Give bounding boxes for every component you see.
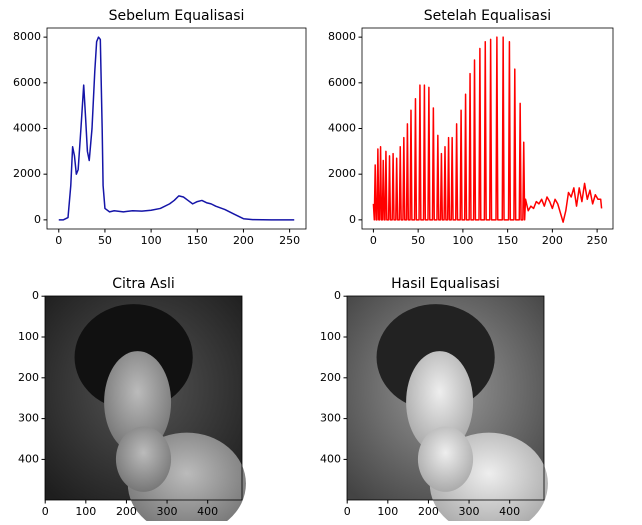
x-tick-label: 0 <box>42 505 49 518</box>
x-tick-label: 200 <box>233 234 254 247</box>
y-tick-label: 400 <box>320 452 341 465</box>
y-tick-label: 300 <box>320 412 341 425</box>
subplot-title: Hasil Equalisasi <box>391 276 500 292</box>
y-tick-label: 200 <box>320 371 341 384</box>
x-tick-label: 200 <box>418 505 439 518</box>
histogram-line <box>58 36 295 221</box>
y-tick-label: 100 <box>18 330 39 343</box>
subplot: Hasil Equalisasi 0 100 200 300 400 0 100 200 300 4… <box>320 276 548 525</box>
y-tick-label: 4000 <box>328 122 356 135</box>
y-tick-label: 4000 <box>13 122 41 135</box>
subplot: Citra Asli 0 100 200 300 400 0 100 200 300 400 <box>18 276 246 525</box>
y-tick-label: 0 <box>349 213 356 226</box>
x-tick-label: 100 <box>75 505 96 518</box>
subplot: Sebelum Equalisasi 0 50 100 150 200 250 0 2000 40… <box>13 8 307 247</box>
y-tick-label: 100 <box>320 330 341 343</box>
x-tick-label: 0 <box>344 505 351 518</box>
x-tick-label: 250 <box>587 234 608 247</box>
x-tick-label: 50 <box>98 234 112 247</box>
axes-frame <box>346 295 545 501</box>
axes-frame <box>44 295 243 501</box>
histogram-line <box>372 36 603 223</box>
image-face <box>104 351 172 454</box>
y-tick-label: 8000 <box>13 30 41 43</box>
y-tick-label: 300 <box>18 412 39 425</box>
subplot-title: Sebelum Equalisasi <box>109 8 245 24</box>
image-face <box>406 351 474 454</box>
x-tick-label: 250 <box>279 234 300 247</box>
x-tick-label: 400 <box>499 505 520 518</box>
image-neck <box>417 426 474 492</box>
x-tick-label: 300 <box>459 505 480 518</box>
y-tick-label: 8000 <box>328 30 356 43</box>
subplot-title: Setelah Equalisasi <box>424 8 551 24</box>
image-neck <box>115 426 172 492</box>
x-tick-label: 300 <box>157 505 178 518</box>
x-tick-label: 150 <box>497 234 518 247</box>
x-tick-label: 150 <box>187 234 208 247</box>
x-tick-label: 100 <box>377 505 398 518</box>
y-tick-label: 2000 <box>328 167 356 180</box>
y-tick-label: 0 <box>34 213 41 226</box>
x-tick-label: 100 <box>141 234 162 247</box>
y-tick-label: 0 <box>334 289 341 302</box>
y-tick-label: 0 <box>32 289 39 302</box>
y-tick-label: 2000 <box>13 167 41 180</box>
x-tick-label: 100 <box>452 234 473 247</box>
y-tick-label: 6000 <box>13 76 41 89</box>
x-tick-label: 200 <box>116 505 137 518</box>
x-tick-label: 0 <box>370 234 377 247</box>
x-tick-label: 200 <box>542 234 563 247</box>
subplot: Setelah Equalisasi 0 50 100 150 200 250 0 2000 40… <box>328 8 614 247</box>
y-tick-label: 6000 <box>328 76 356 89</box>
x-tick-label: 0 <box>55 234 62 247</box>
y-tick-label: 200 <box>18 371 39 384</box>
x-tick-label: 400 <box>197 505 218 518</box>
subplot-title: Citra Asli <box>112 276 175 292</box>
x-tick-label: 50 <box>411 234 425 247</box>
y-tick-label: 400 <box>18 452 39 465</box>
